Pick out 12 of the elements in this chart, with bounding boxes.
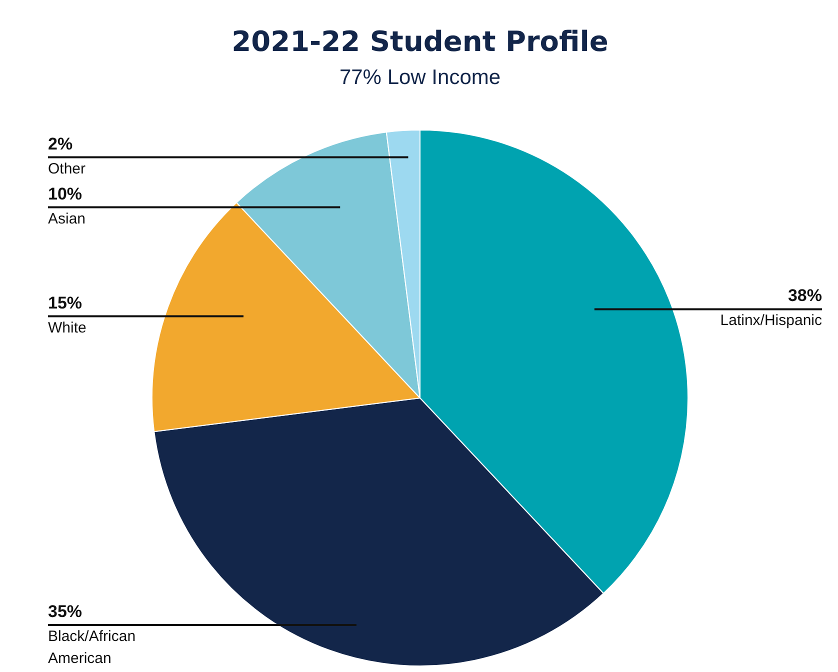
slice-label: White bbox=[48, 319, 86, 336]
slice-label: Latinx/Hispanic bbox=[720, 312, 822, 330]
slice-label: Other bbox=[48, 160, 86, 178]
slice-label: Black/African American bbox=[48, 628, 136, 667]
data-label: 15% bbox=[48, 293, 82, 312]
data-label: 38% bbox=[788, 286, 822, 306]
slice-label: Asian bbox=[48, 210, 86, 228]
data-label: 2% bbox=[48, 134, 73, 154]
data-label: 10% bbox=[48, 184, 82, 204]
data-label: 35% bbox=[48, 602, 82, 621]
chart-title: 2021-22 Student Profile bbox=[232, 25, 608, 58]
chart-subtitle: 77% Low Income bbox=[339, 66, 501, 89]
